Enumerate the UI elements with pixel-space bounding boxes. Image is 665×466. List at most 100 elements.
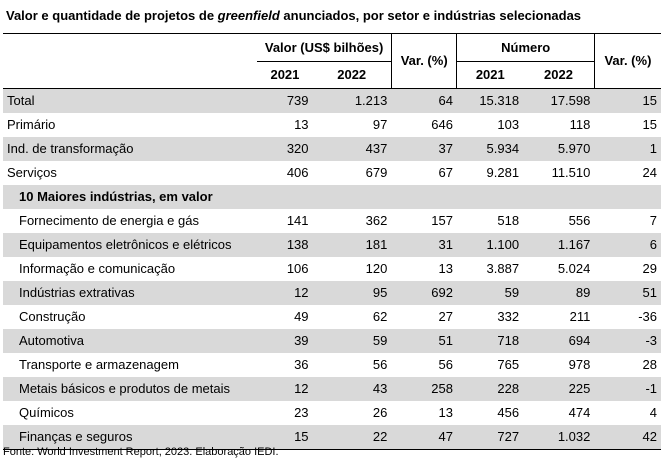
cell-var-numero: 42 [594, 425, 661, 450]
row-label: Químicos [19, 405, 74, 420]
cell-var-numero: -1 [594, 377, 661, 401]
cell-valor-2022: 1.213 [312, 88, 392, 113]
cell-valor-2022: 62 [372, 309, 388, 324]
cell-valor-2022: 181 [312, 233, 392, 257]
cell-numero-2022: 474 [568, 405, 591, 420]
cell-valor-2022: 59 [312, 329, 392, 353]
cell-valor-2021: 49 [294, 309, 309, 324]
cell-numero-2022: 225 [523, 377, 595, 401]
cell-valor-2022: 679 [365, 165, 388, 180]
cell-var-valor: 13 [438, 405, 453, 420]
header-numero-2022: 2022 [544, 67, 573, 82]
row-label: Serviços [7, 165, 57, 180]
cell-valor-2021: 141 [286, 213, 309, 228]
cell-var-numero: -3 [594, 329, 661, 353]
cell-valor-2021: 12 [257, 281, 313, 305]
cell-var-valor: 31 [391, 233, 457, 257]
cell-valor-2021: 39 [257, 329, 313, 353]
table-row: Finanças e seguros 15 22 47 727 1.032 42 [3, 425, 661, 450]
cell-numero-2021: 332 [497, 309, 520, 324]
cell-valor-2022: 22 [312, 425, 392, 450]
cell-valor-2021: 36 [294, 357, 309, 372]
table-row: Total 739 1.213 64 15.318 17.598 15 [3, 88, 661, 113]
cell-numero-2022: 1.167 [523, 233, 595, 257]
table-row: Automotiva 39 59 51 718 694 -3 [3, 329, 661, 353]
cell-valor-2022: 26 [372, 405, 388, 420]
cell-numero-2021: 765 [497, 357, 520, 372]
greenfield-table: Valor (US$ bilhões) Var. (%) Número Var.… [3, 33, 661, 450]
cell-var-valor: 27 [438, 309, 453, 324]
row-label: Informação e comunicação [19, 261, 176, 276]
cell-var-numero: 29 [642, 261, 657, 276]
table-row: Serviços 406 679 67 9.281 11.510 24 [3, 161, 661, 185]
header-valor-2021: 2021 [270, 67, 300, 82]
table-row: Metais básicos e produtos de metais 12 4… [3, 377, 661, 401]
table-row: Informação e comunicação 106 120 13 3.88… [3, 257, 661, 281]
row-label: Total [3, 88, 258, 113]
cell-numero-2021: 518 [497, 213, 520, 228]
cell-var-valor: 13 [438, 261, 453, 276]
cell-var-valor: 157 [431, 213, 453, 228]
cell-var-numero: 24 [642, 165, 657, 180]
cell-var-numero: 15 [642, 117, 657, 132]
row-label: Metais básicos e produtos de metais [3, 377, 258, 401]
cell-valor-2021: 15 [257, 425, 313, 450]
cell-numero-2022: 5.024 [557, 261, 591, 276]
cell-var-valor: 47 [391, 425, 457, 450]
table-row: Químicos 23 26 13 456 474 4 [3, 401, 661, 425]
cell-numero-2021: 3.887 [486, 261, 520, 276]
cell-numero-2022: 118 [569, 117, 591, 132]
cell-var-numero: -36 [638, 309, 657, 324]
cell-var-valor: 692 [391, 281, 457, 305]
header-var-numero: Var. (%) [593, 33, 661, 89]
cell-var-valor: 64 [391, 88, 457, 113]
cell-var-numero: 15 [594, 88, 661, 113]
header-numero-2021: 2021 [456, 61, 524, 89]
cell-numero-2021: 1.100 [456, 233, 524, 257]
table-title: Valor e quantidade de projetos de greenf… [6, 8, 582, 23]
cell-valor-2022: 437 [312, 137, 392, 161]
cell-valor-2021: 13 [294, 117, 309, 132]
cell-numero-2021: 718 [456, 329, 524, 353]
cell-valor-2021: 106 [286, 261, 309, 276]
row-label: Ind. de transformação [3, 137, 258, 161]
cell-valor-2022: 362 [365, 213, 388, 228]
table-row: Transporte e armazenagem 36 56 56 765 97… [3, 353, 661, 377]
cell-valor-2021: 23 [294, 405, 309, 420]
header-valor: Valor (US$ bilhões) [257, 33, 392, 62]
row-label: Transporte e armazenagem [19, 357, 179, 372]
cell-var-numero: 4 [649, 405, 657, 420]
header-label-empty [3, 34, 257, 89]
cell-valor-2022: 120 [365, 261, 388, 276]
row-label: Construção [19, 309, 86, 324]
cell-numero-2021: 456 [497, 405, 520, 420]
cell-var-valor: 646 [431, 117, 453, 132]
row-label: Primário [7, 117, 56, 132]
table-row: Equipamentos eletrônicos e elétricos 138… [3, 233, 661, 257]
cell-numero-2021: 103 [497, 117, 520, 132]
row-label: Indústrias extrativas [3, 281, 258, 305]
header-var-valor: Var. (%) [390, 33, 457, 89]
cell-var-valor: 56 [438, 357, 453, 372]
cell-numero-2022: 11.510 [551, 165, 591, 180]
cell-var-valor: 258 [391, 377, 457, 401]
source-note: Fonte: World Investment Report, 2023. El… [3, 446, 279, 458]
table-row: Construção 49 62 27 332 211 -36 [3, 305, 661, 329]
table-body: Total 739 1.213 64 15.318 17.598 15 Prim… [3, 88, 661, 450]
cell-valor-2022: 43 [312, 377, 392, 401]
cell-numero-2022: 694 [523, 329, 595, 353]
cell-numero-2021: 727 [456, 425, 524, 450]
cell-valor-2021: 138 [257, 233, 313, 257]
cell-numero-2022: 1.032 [523, 425, 595, 450]
cell-var-numero: 7 [649, 213, 657, 228]
cell-numero-2022: 211 [569, 309, 591, 324]
cell-numero-2021: 9.281 [486, 165, 520, 180]
cell-valor-2021: 739 [257, 88, 313, 113]
cell-numero-2021: 228 [456, 377, 524, 401]
cell-valor-2022: 95 [312, 281, 392, 305]
cell-var-valor: 51 [391, 329, 457, 353]
cell-var-numero: 1 [594, 137, 661, 161]
row-label: Fornecimento de energia e gás [19, 213, 199, 228]
cell-numero-2022: 89 [523, 281, 595, 305]
cell-numero-2021: 5.934 [456, 137, 524, 161]
